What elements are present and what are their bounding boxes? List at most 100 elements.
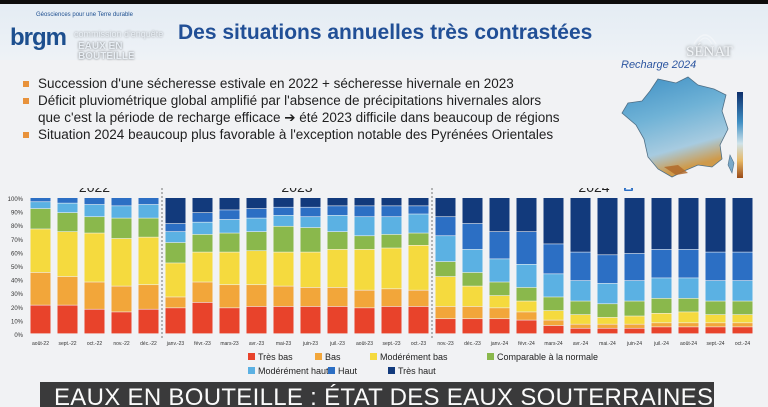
bar-segment — [597, 304, 618, 318]
x-tick-label: sept.-24 — [706, 341, 724, 347]
presentation-screen: Géosciences pour une Terre durable brgm … — [0, 4, 768, 407]
bar-segment — [138, 285, 159, 309]
bar-segment — [300, 306, 321, 334]
y-tick-label: 0% — [14, 333, 23, 339]
x-tick-label: oct.-24 — [735, 341, 751, 347]
bar-segment — [705, 323, 726, 327]
bar-segment — [651, 249, 672, 278]
bar-segment — [246, 218, 267, 232]
legend-label: Comparable à la normale — [497, 352, 598, 362]
bar-segment — [597, 324, 618, 328]
bar-segment — [111, 312, 132, 334]
bar-segment — [192, 282, 213, 303]
x-tick-label: août-22 — [32, 341, 49, 347]
bar-segment — [381, 206, 402, 217]
bar-segment — [300, 217, 321, 228]
x-tick-label: juin-24 — [626, 341, 642, 347]
bar-segment — [57, 212, 78, 232]
bar-segment — [462, 286, 483, 307]
x-tick-label: janv.-24 — [490, 341, 509, 347]
bar-segment — [651, 313, 672, 323]
bar-segment — [624, 301, 645, 316]
year-label: 2022 — [79, 188, 110, 195]
bar-segment — [462, 319, 483, 334]
x-tick-label: nov.-23 — [437, 341, 454, 347]
bar-segment — [138, 198, 159, 205]
bar-segment — [381, 198, 402, 206]
bar-segment — [570, 324, 591, 328]
bar-segment — [165, 198, 186, 224]
bar-segment — [111, 206, 132, 218]
legend-swatch — [328, 367, 335, 374]
bar-segment — [408, 214, 429, 233]
bullet-item-continuation: que c'est la période de recharge efficac… — [38, 110, 560, 125]
bar-segment — [84, 204, 105, 217]
bar-segment — [516, 232, 537, 265]
x-tick-label: févr.-23 — [194, 341, 211, 347]
x-tick-label: juin-23 — [302, 341, 318, 347]
x-tick-label: déc.-22 — [140, 341, 157, 347]
y-tick-label: 80% — [11, 224, 24, 230]
y-tick-label: 90% — [11, 211, 24, 217]
bar-segment — [570, 280, 591, 301]
bar-segment — [84, 198, 105, 205]
bar-segment — [651, 298, 672, 313]
bar-segment — [165, 223, 186, 232]
bar-segment — [651, 327, 672, 334]
bar-segment — [489, 198, 510, 232]
bar-segment — [273, 306, 294, 334]
bar-segment — [57, 198, 78, 203]
year-label: 2024 — [578, 188, 609, 195]
bar-segment — [543, 274, 564, 297]
bar-segment — [219, 198, 240, 210]
bar-segment — [570, 301, 591, 315]
info-icon-glyph — [625, 188, 632, 190]
bar-segment — [354, 290, 375, 308]
bar-segment — [138, 204, 159, 218]
bar-segment — [732, 252, 753, 281]
bar-segment — [138, 309, 159, 334]
broadcast-overlay-line-1: EAUX EN — [78, 41, 123, 52]
bar-segment — [354, 217, 375, 236]
bar-segment — [300, 252, 321, 288]
bar-segment — [435, 236, 456, 262]
bar-segment — [408, 290, 429, 307]
bullet-item: Situation 2024 beaucoup plus favorable à… — [22, 127, 622, 143]
bar-segment — [624, 316, 645, 324]
y-tick-label: 70% — [11, 238, 24, 244]
x-tick-label: juil.-24 — [653, 341, 669, 347]
bar-segment — [138, 218, 159, 237]
bar-segment — [219, 308, 240, 334]
bar-segment — [300, 287, 321, 307]
legend-label: Très haut — [398, 366, 436, 376]
bar-segment — [57, 232, 78, 277]
bar-segment — [624, 253, 645, 281]
bar-segment — [732, 280, 753, 301]
bar-segment — [219, 252, 240, 285]
bar-segment — [624, 198, 645, 254]
bar-segment — [246, 208, 267, 218]
bar-segment — [678, 278, 699, 299]
bar-segment — [462, 306, 483, 319]
x-tick-label: févr.-24 — [518, 341, 535, 347]
bar-segment — [327, 232, 348, 250]
bar-segment — [435, 306, 456, 319]
bar-segment — [354, 308, 375, 334]
bar-segment — [705, 280, 726, 301]
bar-segment — [273, 226, 294, 252]
bar-segment — [111, 238, 132, 286]
bar-segment — [732, 314, 753, 323]
bar-segment — [111, 198, 132, 206]
bar-segment — [381, 248, 402, 289]
x-tick-label: nov.-22 — [113, 341, 130, 347]
bar-segment — [219, 219, 240, 233]
bar-segment — [57, 305, 78, 334]
bar-segment — [192, 212, 213, 222]
bar-segment — [138, 237, 159, 285]
bar-segment — [273, 286, 294, 307]
bar-segment — [543, 198, 564, 244]
x-tick-label: mai-23 — [276, 341, 292, 347]
bar-segment — [597, 198, 618, 255]
bar-segment — [354, 206, 375, 217]
x-tick-label: août-23 — [356, 341, 373, 347]
